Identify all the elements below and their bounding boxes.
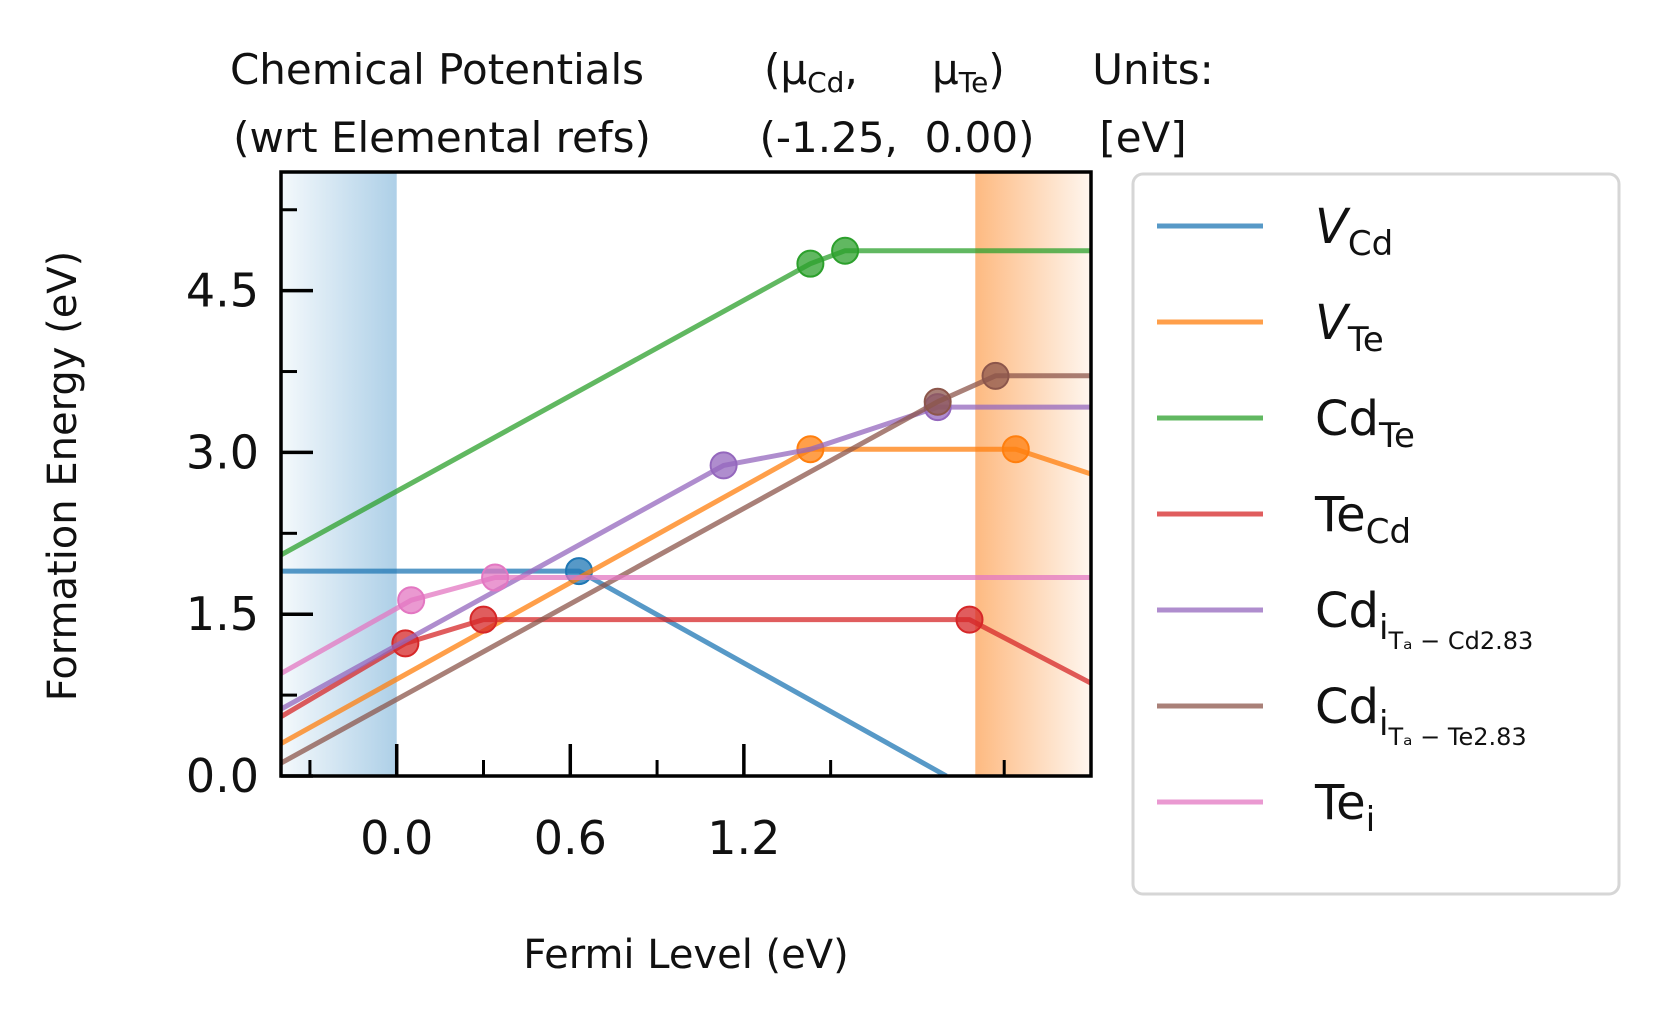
legend-label-1: VTe xyxy=(1315,295,1384,360)
chem-pot-title-line2: (wrt Elemental refs) xyxy=(233,113,651,162)
series-5-marker-1 xyxy=(981,361,1010,390)
legend-label-sub: i xyxy=(1366,800,1375,840)
mu-cd-sub: Cd xyxy=(807,66,844,99)
legend-label-subsub: Tₐ − Te2.83 xyxy=(1387,723,1526,751)
series-line-2 xyxy=(281,248,1091,558)
legend-label-6: Tei xyxy=(1314,775,1375,840)
chem-pot-values: (-1.25, 0.00) xyxy=(759,113,1034,162)
legend-label-main: Cd xyxy=(1315,679,1379,735)
legend-label-main: Te xyxy=(1314,487,1366,543)
mu-close: ) xyxy=(988,45,1004,94)
y-tick-label: 1.5 xyxy=(186,587,259,641)
legend-label-2: CdTe xyxy=(1315,391,1415,456)
series-2-marker-1 xyxy=(831,236,860,265)
series-line-4 xyxy=(281,404,1091,712)
units-line2: [eV] xyxy=(1099,113,1186,162)
mu-te-sub: Te xyxy=(958,66,989,99)
x-tick-label: 1.2 xyxy=(707,811,780,865)
legend-label-main: V xyxy=(1315,295,1351,351)
ticks-layer: 0.0 0.6 1.2 0.0 1.5 3.0 4.5 xyxy=(186,208,1006,865)
legend-label-3: TeCd xyxy=(1314,487,1411,552)
chem-pot-header: Chemical Potentials (wrt Elemental refs)… xyxy=(230,45,1214,162)
series-6-marker-1 xyxy=(481,563,510,592)
series-line-6 xyxy=(281,575,1091,676)
legend-label-sub: Cd xyxy=(1348,224,1393,264)
mu-labels: (μCd, xyxy=(764,45,858,99)
series-5-marker-0 xyxy=(923,387,952,416)
y-tick-label: 3.0 xyxy=(186,425,259,479)
y-tick-label: 4.5 xyxy=(186,264,259,318)
mu-comma: , xyxy=(844,45,857,94)
x-axis-label: Fermi Level (eV) xyxy=(523,932,848,978)
x-tick-label: 0.0 xyxy=(360,811,433,865)
legend-label-main: Cd xyxy=(1315,391,1379,447)
conduction-band-shading xyxy=(975,172,1091,776)
series-6-marker-0 xyxy=(397,586,426,615)
y-axis-label: Formation Energy (eV) xyxy=(40,251,86,702)
mu-te: μ xyxy=(932,45,959,94)
x-tick-label: 0.6 xyxy=(534,811,607,865)
series-1-marker-1 xyxy=(1001,435,1030,464)
chem-pot-title-line1: Chemical Potentials xyxy=(230,45,644,94)
legend-label-main: V xyxy=(1315,199,1351,255)
series-2-marker-0 xyxy=(796,249,825,278)
legend-label-5: CdiTₐ − Te2.83 xyxy=(1315,679,1527,751)
legend-label-sub: Te xyxy=(1378,416,1415,456)
series-line-1 xyxy=(281,446,1091,746)
series-4-marker-0 xyxy=(709,451,738,480)
mu-te-label: μTe) xyxy=(932,45,1005,99)
legend-label-subsub: Tₐ − Cd2.83 xyxy=(1387,627,1533,655)
series-3-marker-2 xyxy=(955,605,984,634)
legend-label-sub: Te xyxy=(1347,320,1384,360)
plot-frame xyxy=(279,170,1093,778)
y-tick-label: 0.0 xyxy=(186,749,259,803)
series-layer xyxy=(281,236,1091,776)
mu-open: (μ xyxy=(764,45,807,94)
legend-label-sub: i xyxy=(1379,704,1388,744)
legend-label-sub: i xyxy=(1379,608,1388,648)
series-3-marker-1 xyxy=(469,605,498,634)
legend-label-4: CdiTₐ − Cd2.83 xyxy=(1315,583,1533,655)
legend-label-main: Cd xyxy=(1315,583,1379,639)
legend-label-sub: Cd xyxy=(1366,512,1411,552)
legend-frame xyxy=(1131,172,1621,896)
legend-label-0: VCd xyxy=(1315,199,1393,264)
series-line-5 xyxy=(281,373,1091,766)
legend-label-main: Te xyxy=(1314,775,1366,831)
units-line1: Units: xyxy=(1092,45,1214,94)
